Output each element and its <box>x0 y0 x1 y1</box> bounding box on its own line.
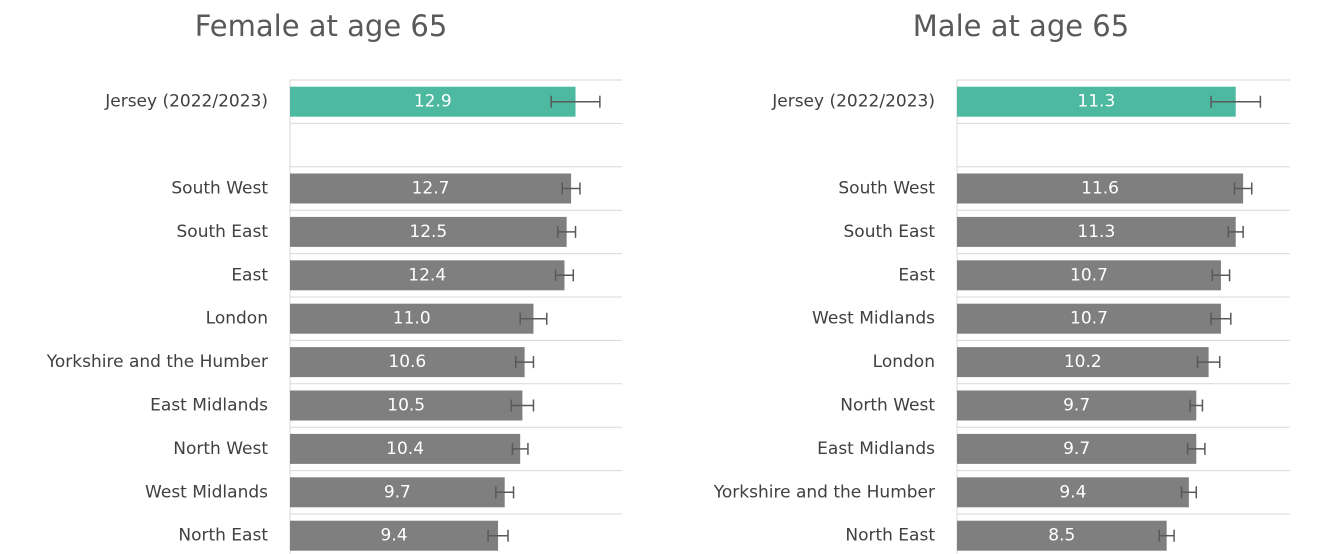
error-bar <box>510 399 535 412</box>
bar <box>290 260 565 291</box>
value-label: 9.4 <box>1059 482 1086 502</box>
value-label: 10.2 <box>1064 352 1102 372</box>
error-bar <box>1180 486 1198 499</box>
bar <box>290 477 505 508</box>
error-bar <box>511 442 529 455</box>
bar <box>290 347 525 378</box>
category-label: North West <box>840 396 935 416</box>
bar <box>957 86 1236 117</box>
category-label: North East <box>845 526 935 546</box>
error-bar <box>1189 399 1204 412</box>
category-label: East <box>231 265 268 285</box>
error-bar <box>1211 269 1231 282</box>
bar <box>957 303 1221 334</box>
category-label: South West <box>171 179 268 199</box>
value-label: 12.9 <box>414 92 452 112</box>
value-label: 10.5 <box>387 396 425 416</box>
value-label: 12.5 <box>409 222 447 242</box>
error-bar <box>1227 225 1244 238</box>
category-label: South East <box>177 222 269 242</box>
category-label: London <box>873 352 935 372</box>
category-label: North West <box>173 439 268 459</box>
value-label: 9.7 <box>384 482 411 502</box>
error-bar <box>554 269 575 282</box>
bar <box>290 216 567 247</box>
value-label: 11.6 <box>1081 179 1119 199</box>
value-label: 9.7 <box>1063 396 1090 416</box>
value-label: 10.6 <box>388 352 426 372</box>
category-label: East Midlands <box>817 439 935 459</box>
chart-title: Male at age 65 <box>913 9 1129 43</box>
category-label: Jersey (2022/2023) <box>104 92 268 112</box>
chart-title: Female at age 65 <box>195 9 448 43</box>
category-label: Jersey (2022/2023) <box>771 92 935 112</box>
error-bar <box>519 312 548 325</box>
error-bar <box>1210 312 1232 325</box>
bar <box>957 260 1221 291</box>
category-label: North East <box>178 526 268 546</box>
bar <box>957 390 1197 421</box>
value-label: 10.4 <box>386 439 424 459</box>
error-bar <box>487 529 509 542</box>
error-bar <box>515 356 535 369</box>
bar <box>290 86 576 117</box>
error-bar <box>1196 356 1221 369</box>
bar <box>957 520 1167 551</box>
category-label: South East <box>844 222 936 242</box>
error-bar <box>1233 182 1253 195</box>
error-bar <box>1158 529 1175 542</box>
value-label: 12.7 <box>412 179 450 199</box>
error-bar <box>1210 95 1262 108</box>
bar <box>290 303 534 334</box>
value-label: 10.7 <box>1070 265 1108 285</box>
value-label: 8.5 <box>1048 526 1075 546</box>
category-label: West Midlands <box>145 482 268 502</box>
value-label: 10.7 <box>1070 309 1108 329</box>
error-bar <box>495 486 515 499</box>
value-label: 11.3 <box>1077 92 1115 112</box>
category-label: East Midlands <box>150 396 268 416</box>
error-bar <box>561 182 581 195</box>
bar <box>957 347 1209 378</box>
bar <box>957 216 1236 247</box>
bar <box>290 390 523 421</box>
bar <box>957 173 1244 204</box>
category-label: Yorkshire and the Humber <box>46 352 268 372</box>
bar <box>290 433 521 464</box>
category-label: East <box>898 265 935 285</box>
bar <box>290 173 572 204</box>
error-bar <box>557 225 577 238</box>
error-bar <box>1186 442 1206 455</box>
bar <box>957 433 1197 464</box>
value-label: 9.7 <box>1063 439 1090 459</box>
category-label: West Midlands <box>812 309 935 329</box>
category-label: South West <box>838 179 935 199</box>
category-label: Yorkshire and the Humber <box>713 482 935 502</box>
value-label: 11.0 <box>393 309 431 329</box>
error-bar <box>550 95 601 108</box>
bar <box>290 520 499 551</box>
category-label: London <box>206 309 268 329</box>
value-label: 12.4 <box>408 265 446 285</box>
value-label: 11.3 <box>1077 222 1115 242</box>
value-label: 9.4 <box>381 526 408 546</box>
bar <box>957 477 1189 508</box>
